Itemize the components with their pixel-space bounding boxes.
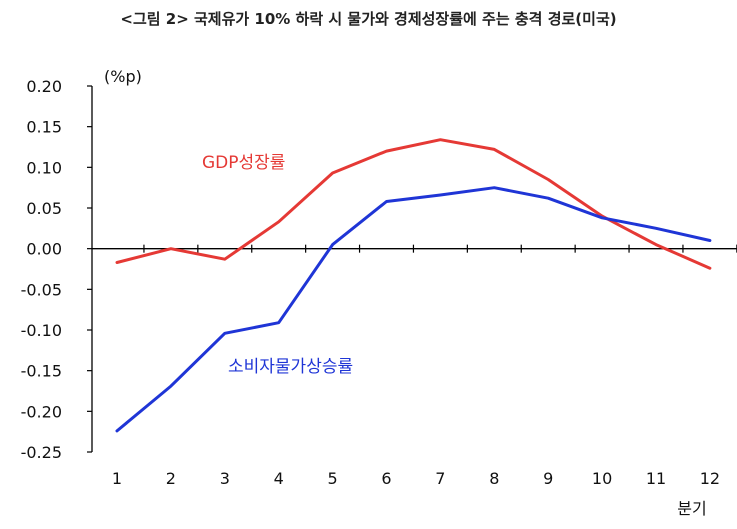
x-tick-label: 6 bbox=[381, 469, 391, 488]
y-unit-label: (%p) bbox=[104, 67, 142, 86]
y-tick-label: -0.05 bbox=[21, 280, 62, 299]
x-tick-label: 9 bbox=[543, 469, 553, 488]
y-tick-label: -0.10 bbox=[21, 321, 62, 340]
x-tick-label: 2 bbox=[166, 469, 176, 488]
x-tick-label: 5 bbox=[328, 469, 338, 488]
x-tick-label: 4 bbox=[274, 469, 284, 488]
y-tick-label: -0.25 bbox=[21, 443, 62, 462]
series-label-gdp: GDP성장률 bbox=[202, 153, 285, 173]
x-axis-ticks: 1 2 3 4 5 6 7 8 9 10 11 12 bbox=[112, 244, 737, 488]
x-tick-label: 8 bbox=[489, 469, 499, 488]
series-line-cpi bbox=[115, 186, 712, 433]
y-tick-label: 0.15 bbox=[26, 118, 62, 137]
x-tick-label: 3 bbox=[220, 469, 230, 488]
series-lines bbox=[115, 138, 712, 433]
x-tick-label: 7 bbox=[435, 469, 445, 488]
y-tick-label: -0.15 bbox=[21, 362, 62, 381]
x-tick-label: 11 bbox=[646, 469, 666, 488]
y-tick-label: 0.10 bbox=[26, 158, 62, 177]
x-tick-label: 1 bbox=[112, 469, 122, 488]
chart-title: <그림 2> 국제유가 10% 하락 시 물가와 경제성장률에 주는 충격 경로… bbox=[120, 10, 617, 28]
y-tick-label: 0.05 bbox=[26, 199, 62, 218]
y-axis-ticks: 0.20 0.15 0.10 0.05 0.00 -0.05 -0.10 -0.15 -0.20… bbox=[21, 77, 92, 462]
y-tick-label: 0.20 bbox=[26, 77, 62, 96]
x-tick-label: 12 bbox=[700, 469, 720, 488]
y-tick-label: 0.00 bbox=[26, 240, 62, 259]
series-label-cpi: 소비자물가상승률 bbox=[228, 357, 353, 377]
y-tick-label: -0.20 bbox=[21, 402, 62, 421]
x-tick-label: 10 bbox=[592, 469, 612, 488]
x-axis-label: 분기 bbox=[677, 499, 706, 518]
